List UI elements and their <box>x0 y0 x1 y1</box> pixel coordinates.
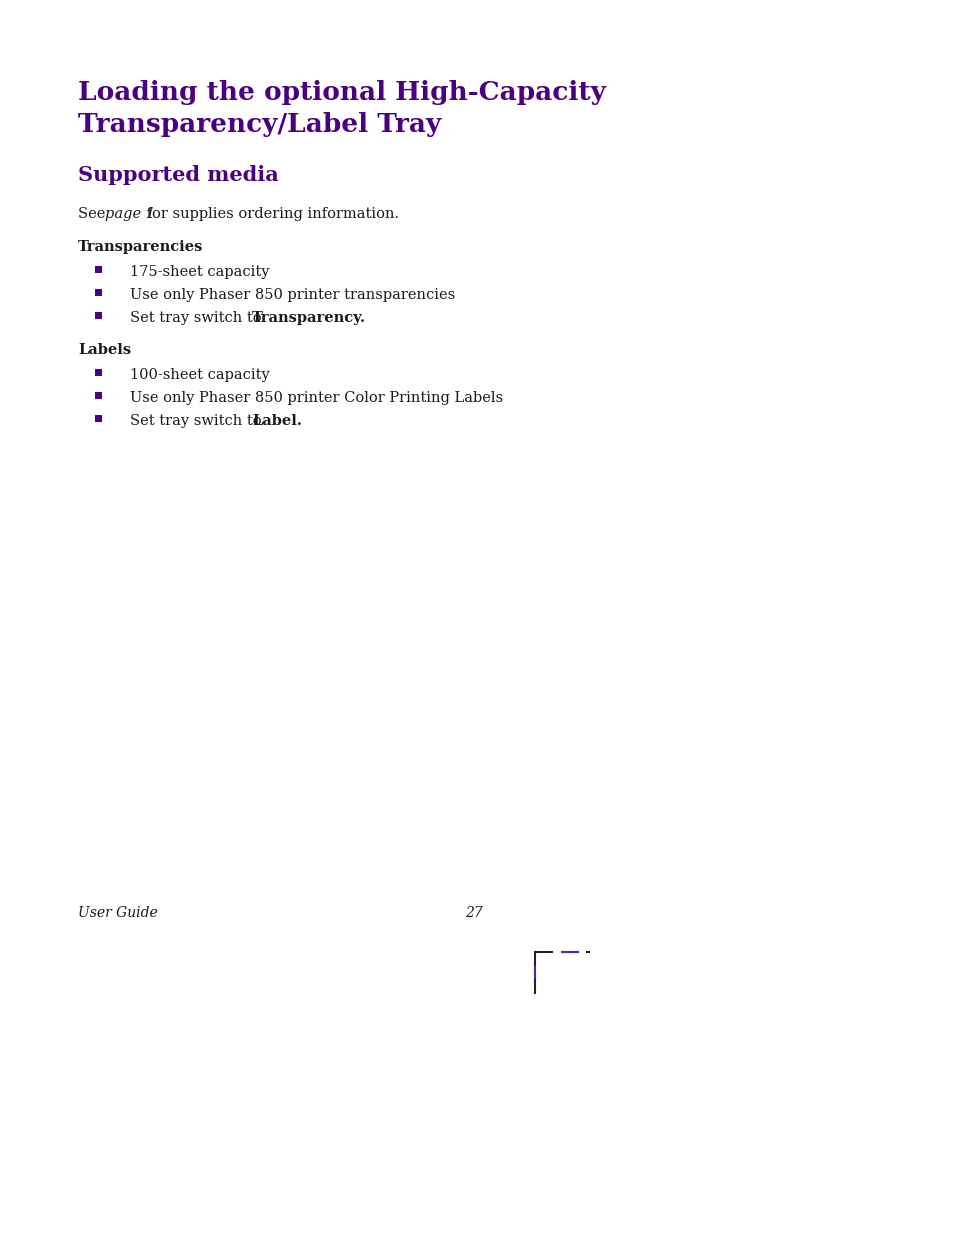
Bar <box>94 391 101 399</box>
Text: Set tray switch to: Set tray switch to <box>130 311 266 325</box>
Bar <box>94 289 101 296</box>
Text: User Guide: User Guide <box>78 906 157 920</box>
Text: Label.: Label. <box>252 414 301 429</box>
Text: Labels: Labels <box>78 343 131 357</box>
Bar <box>94 312 101 319</box>
Text: page 1: page 1 <box>105 207 154 221</box>
Text: Loading the optional High-Capacity: Loading the optional High-Capacity <box>78 80 605 105</box>
Bar <box>94 266 101 273</box>
Bar <box>94 369 101 375</box>
Text: Use only Phaser 850 printer transparencies: Use only Phaser 850 printer transparenci… <box>130 288 455 303</box>
Text: Transparency/Label Tray: Transparency/Label Tray <box>78 112 441 137</box>
Text: See: See <box>78 207 110 221</box>
Text: Set tray switch to: Set tray switch to <box>130 414 266 429</box>
Text: 100-sheet capacity: 100-sheet capacity <box>130 368 270 382</box>
Text: Supported media: Supported media <box>78 165 278 185</box>
Text: 175-sheet capacity: 175-sheet capacity <box>130 266 269 279</box>
Text: 27: 27 <box>464 906 482 920</box>
Bar <box>94 415 101 422</box>
Text: Transparency.: Transparency. <box>252 311 366 325</box>
Text: for supplies ordering information.: for supplies ordering information. <box>142 207 398 221</box>
Text: Use only Phaser 850 printer Color Printing Labels: Use only Phaser 850 printer Color Printi… <box>130 391 502 405</box>
Text: Transparencies: Transparencies <box>78 240 203 254</box>
